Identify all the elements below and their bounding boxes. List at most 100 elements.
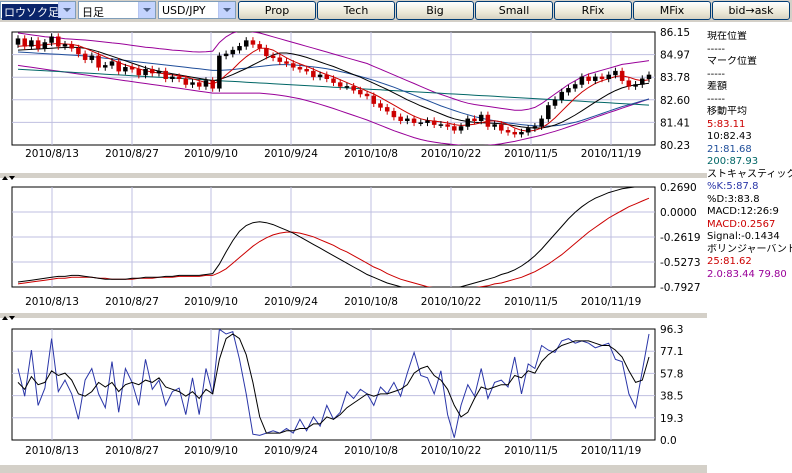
candle-body bbox=[378, 103, 383, 108]
candle-body bbox=[593, 76, 598, 81]
candle-body bbox=[69, 44, 74, 49]
mfix-button[interactable]: MFix bbox=[633, 1, 711, 20]
period-value: 日足 bbox=[82, 6, 104, 19]
tech-button[interactable]: Tech bbox=[317, 1, 395, 20]
x-tick-label: 2010/10/22 bbox=[421, 296, 482, 308]
x-tick-label: 2010/10/22 bbox=[421, 148, 482, 160]
big-button[interactable]: Big bbox=[396, 1, 474, 20]
candle-body bbox=[572, 84, 578, 89]
chart-area[interactable]: 2010/8/13 2010/8/27 2010/9/10 2010/9/24 2010… bbox=[0, 22, 707, 465]
y-tick-label: 0.2690 bbox=[660, 182, 697, 194]
candle-body bbox=[56, 36, 61, 47]
price-lines bbox=[15, 32, 652, 145]
candle-body bbox=[96, 55, 101, 68]
candle-body bbox=[109, 61, 115, 66]
candle-body bbox=[619, 70, 625, 81]
y-tick-label: -0.5273 bbox=[660, 257, 701, 269]
chart-type-select[interactable]: ロウソク足 bbox=[0, 1, 76, 20]
rfix-button[interactable]: RFix bbox=[554, 1, 632, 20]
candle-body bbox=[364, 93, 370, 97]
y-tick-label: 0.0 bbox=[660, 435, 677, 447]
current-pos-value: ----- bbox=[707, 43, 726, 55]
plot-frame bbox=[11, 328, 656, 441]
x-tick-label: 2010/9/24 bbox=[264, 148, 318, 160]
candle-body bbox=[512, 131, 517, 135]
candle-body bbox=[546, 105, 551, 120]
ma200-line bbox=[17, 68, 650, 106]
pair-select[interactable]: USD/JPY bbox=[158, 1, 236, 19]
chevron-down-icon[interactable] bbox=[138, 2, 155, 18]
x-tick-label: 2010/11/5 bbox=[504, 148, 558, 160]
period-select[interactable]: 日足 bbox=[78, 1, 156, 19]
x-tick-label: 2010/9/24 bbox=[264, 296, 318, 308]
current-pos-label: 現在位置 bbox=[707, 31, 747, 42]
mark-pos-label: マーク位置 bbox=[707, 56, 757, 67]
candle-body bbox=[438, 124, 444, 126]
candle-body bbox=[35, 40, 41, 49]
candle-body bbox=[49, 36, 54, 43]
candle-body bbox=[129, 67, 135, 70]
candle-body bbox=[264, 47, 269, 57]
collapse-up-icon bbox=[2, 176, 8, 180]
x-tick-label: 2010/8/13 bbox=[25, 296, 79, 308]
candle-body bbox=[425, 120, 430, 123]
x-tick-label: 2010/11/5 bbox=[504, 445, 558, 457]
x-tick-label: 2010/11/19 bbox=[581, 296, 642, 308]
bollinger-lower-line bbox=[17, 64, 650, 145]
macd-pane: 2010/8/13 2010/8/27 2010/9/10 2010/9/24 2010… bbox=[0, 182, 707, 320]
candle-body bbox=[398, 116, 403, 122]
candle-body bbox=[411, 118, 417, 123]
candle-body bbox=[176, 76, 182, 80]
y-tick-label: 77.1 bbox=[660, 346, 683, 358]
candle-body bbox=[223, 53, 229, 57]
candle-body bbox=[552, 99, 558, 106]
candle-body bbox=[183, 78, 189, 85]
macd-value: MACD:0.2567 bbox=[707, 218, 776, 230]
candle-body bbox=[163, 70, 168, 80]
ma10-line bbox=[17, 46, 650, 129]
candle-body bbox=[337, 82, 343, 87]
small-button[interactable]: Small bbox=[475, 1, 553, 20]
expand-down-icon bbox=[9, 176, 15, 180]
pane-separator bbox=[0, 173, 707, 178]
pair-value: USD/JPY bbox=[162, 4, 206, 17]
candle-body bbox=[519, 131, 524, 135]
candle-body bbox=[344, 86, 350, 88]
bb-2-value: 2.0:83.44 79.80 bbox=[707, 268, 787, 280]
mark-pos-value: ----- bbox=[707, 68, 726, 80]
candle-body bbox=[559, 91, 564, 101]
chevron-down-icon[interactable] bbox=[58, 2, 75, 18]
chevron-down-icon[interactable] bbox=[218, 2, 235, 18]
stoch-d-line bbox=[17, 333, 650, 434]
candle-body bbox=[579, 76, 585, 85]
candle-body bbox=[492, 124, 497, 127]
x-tick-label: 2010/8/13 bbox=[25, 148, 79, 160]
candle-body bbox=[391, 110, 397, 118]
ma5-value: 5:83.11 bbox=[707, 118, 746, 130]
y-tick-label: 82.60 bbox=[660, 95, 690, 107]
candle-body bbox=[532, 126, 538, 129]
candle-body bbox=[539, 118, 544, 127]
x-tick-label: 2010/10/8 bbox=[344, 296, 398, 308]
candle-body bbox=[270, 55, 276, 59]
candle-body bbox=[304, 68, 309, 72]
ma21-value: 21:81.68 bbox=[707, 143, 752, 155]
x-tick-label: 2010/10/22 bbox=[421, 445, 482, 457]
x-tick-label: 2010/9/10 bbox=[184, 148, 238, 160]
candle-body bbox=[613, 70, 618, 76]
candle-body bbox=[640, 78, 645, 85]
candle-body bbox=[82, 53, 88, 60]
bid-ask-button[interactable]: bid→ask bbox=[712, 1, 790, 20]
diff-label: 差額 bbox=[707, 81, 727, 92]
ma200-value: 200:87.93 bbox=[707, 156, 759, 167]
candle-body bbox=[150, 68, 155, 74]
prop-button[interactable]: Prop bbox=[238, 1, 316, 20]
y-tick-label: 83.78 bbox=[660, 72, 690, 84]
candle-body bbox=[217, 55, 222, 89]
candle-body bbox=[358, 89, 363, 95]
x-tick-label: 2010/8/27 bbox=[105, 148, 159, 160]
bb-25-value: 25:81.62 bbox=[707, 256, 752, 267]
diff-value: ----- bbox=[707, 93, 726, 105]
x-tick-label: 2010/11/5 bbox=[504, 296, 558, 308]
candle-body bbox=[606, 74, 611, 80]
